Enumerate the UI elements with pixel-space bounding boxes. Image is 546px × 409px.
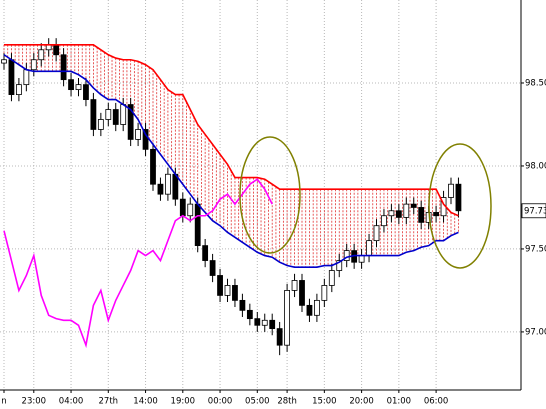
x-tick-label: 01:00 [387,397,412,407]
candle-body [164,173,171,195]
candle-body [321,285,328,301]
candle-body [239,299,246,311]
candle-body [187,203,194,217]
x-tick-label: 05:00 [245,397,270,407]
price-marker-box [521,203,546,219]
candle-body [105,109,112,120]
candle-body [358,255,365,263]
candle-body [410,203,417,208]
candle-body [15,84,22,95]
candle-body [403,203,410,218]
candle-body [232,285,238,301]
candle-body [194,203,201,247]
x-tick-label: 15:00 [312,397,337,407]
price-marker-label: 97.73 [524,206,546,216]
candle-body [209,260,216,276]
candle-body [217,275,223,296]
candle-body [313,299,320,316]
candle-body [112,109,119,125]
candle-body [381,215,387,227]
candle-body [142,129,149,150]
x-tick-label: 06:00 [424,397,449,407]
highlight-ellipse [239,136,301,254]
x-tick-label: 28th [277,397,297,407]
candle-body [179,198,186,217]
candle-body [157,183,164,195]
candle-body [97,119,104,130]
y-tick-label: 97.00 [525,327,546,337]
candle-body [395,210,402,218]
x-tick-label: 14:00 [133,397,158,407]
candle-body [172,173,179,200]
candle-body [83,84,89,100]
candle-body [254,318,261,326]
candle-body [150,148,156,185]
candle-body [202,245,209,261]
candle-body [68,79,74,91]
candle-body [291,280,298,291]
candle-body [75,84,82,91]
x-tick-label: 19:00 [171,397,196,407]
candle-body [38,49,45,61]
plot [0,0,521,390]
candle-body [120,104,127,125]
candle-body [336,260,343,271]
indicator-line [3,54,459,268]
x-tick-label: 20:00 [349,397,374,407]
candle-body [299,280,305,306]
highlight-ellipse [428,143,492,269]
candle-body [276,328,283,346]
x-tick-label: 27th [99,397,119,407]
candle-body [455,183,462,212]
candle-body [433,212,440,217]
x-tick-label: 04:00 [59,397,84,407]
candle-body [366,240,372,256]
candle-body [388,210,395,217]
indicator-line [3,178,273,349]
candle-body [328,270,335,286]
candle-body [448,183,454,198]
x-tick-label: 23:00 [22,397,47,407]
x-tick-label: n [1,397,6,407]
candle-body [418,207,425,223]
candle-body [284,290,291,346]
candle-body [23,69,30,86]
candle-body [306,304,313,316]
candle-body [60,54,67,81]
candle-body [269,319,276,329]
candle-body [343,250,350,261]
candle-body [30,59,37,71]
candle-body [90,99,97,130]
candle-body [246,309,253,320]
y-tick-label: 98.50 [525,78,546,88]
candle-body [135,129,142,140]
candle-body [8,59,15,95]
candle-body [127,104,134,140]
candle-body [224,285,231,296]
candle-body [373,225,380,242]
x-tick-label: 00:00 [208,397,233,407]
candle-body [53,44,60,56]
y-tick-label: 97.50 [525,244,546,254]
candle-body [261,319,268,326]
indicator-line [4,44,459,217]
candle-body [1,59,7,64]
y-tick-label: 98.00 [525,161,546,171]
